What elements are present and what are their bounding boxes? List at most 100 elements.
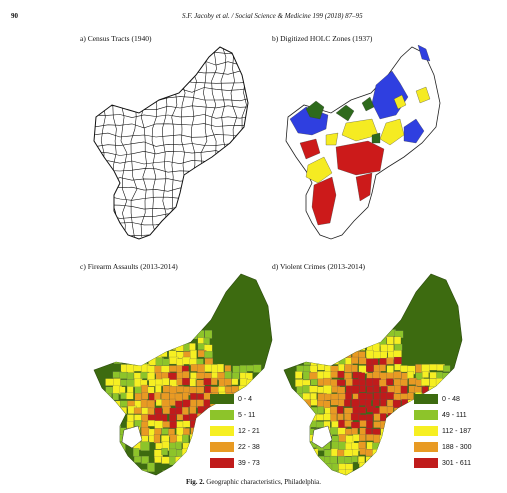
choropleth-cell <box>310 462 318 471</box>
choropleth-cell <box>379 364 386 372</box>
choropleth-cell <box>301 399 312 408</box>
choropleth-cell <box>345 336 353 346</box>
choropleth-cell <box>119 371 128 379</box>
choropleth-cell <box>343 449 354 457</box>
choropleth-cell <box>113 463 120 472</box>
choropleth-cell <box>366 364 374 372</box>
choropleth-cell <box>338 441 347 451</box>
choropleth-cell <box>330 399 339 406</box>
choropleth-cell <box>197 413 204 423</box>
choropleth-cell <box>253 378 261 385</box>
choropleth-cell <box>125 336 134 346</box>
choropleth-cell <box>196 379 205 387</box>
choropleth-cell <box>175 441 182 450</box>
choropleth-cell <box>148 336 158 345</box>
choropleth-cell <box>330 330 340 340</box>
park-area <box>121 425 143 449</box>
panel-d-title: d) Violent Crimes (2013-2014) <box>272 262 365 271</box>
choropleth-cell <box>315 421 325 428</box>
choropleth-cell <box>443 379 453 389</box>
choropleth-cell <box>183 428 190 436</box>
choropleth-cell <box>182 371 190 380</box>
choropleth-cell <box>112 329 121 337</box>
choropleth-cell <box>296 399 304 407</box>
choropleth-cell <box>351 421 361 429</box>
choropleth-cell <box>415 364 422 373</box>
choropleth-cell <box>309 448 319 457</box>
choropleth-cell <box>351 343 361 352</box>
choropleth-cell <box>358 441 366 449</box>
choropleth-cell <box>400 406 409 416</box>
choropleth-cell <box>168 372 177 381</box>
choropleth-cell <box>359 469 369 475</box>
choropleth-cell <box>366 393 373 401</box>
choropleth-cell <box>443 365 451 372</box>
legend-label: 22 - 38 <box>238 443 260 451</box>
choropleth-cell <box>161 456 171 464</box>
choropleth-cell <box>106 400 115 408</box>
holc-zones-map <box>285 45 441 240</box>
choropleth-cell <box>154 337 163 346</box>
choropleth-cell <box>105 449 113 456</box>
choropleth-cell <box>303 343 311 350</box>
choropleth-cell <box>119 400 129 407</box>
choropleth-cell <box>435 378 443 386</box>
choropleth-cell <box>126 372 135 381</box>
choropleth-cell <box>133 343 143 352</box>
panel-b-title: b) Digitized HOLC Zones (1937) <box>272 34 373 43</box>
choropleth-cell <box>324 463 333 473</box>
choropleth-cell <box>197 427 206 436</box>
choropleth-cell <box>210 377 218 386</box>
choropleth-cell <box>148 350 157 359</box>
legend-item: 112 - 187 <box>414 425 471 437</box>
choropleth-cell <box>345 391 352 400</box>
choropleth-cell <box>190 393 197 401</box>
holc-zone <box>311 176 337 226</box>
choropleth-cell <box>456 378 462 386</box>
choropleth-cell <box>323 337 334 346</box>
choropleth-cell <box>401 449 409 458</box>
choropleth-cell <box>450 378 458 388</box>
choropleth-cell <box>386 378 394 386</box>
choropleth-cell <box>169 407 177 416</box>
choropleth-cell <box>303 407 312 414</box>
choropleth-cell <box>181 406 189 416</box>
choropleth-cell <box>161 448 168 456</box>
choropleth-cell <box>174 393 183 402</box>
holc-zone <box>361 96 375 112</box>
choropleth-cell <box>175 400 183 408</box>
choropleth-cell <box>119 336 128 345</box>
choropleth-cell <box>106 335 116 343</box>
holc-zone <box>335 140 385 176</box>
choropleth-cell <box>352 329 360 338</box>
legend-item: 5 - 11 <box>210 409 255 421</box>
choropleth-cell <box>330 448 339 457</box>
choropleth-cell <box>358 414 368 422</box>
choropleth-cell <box>175 456 183 466</box>
choropleth-cell <box>162 406 171 415</box>
choropleth-cell <box>176 386 185 393</box>
choropleth-cell <box>140 351 149 359</box>
choropleth-cell <box>401 462 409 470</box>
choropleth-cell <box>323 371 333 379</box>
choropleth-cell <box>350 413 360 421</box>
choropleth-cell <box>330 427 339 435</box>
choropleth-cell <box>393 350 402 358</box>
choropleth-cell <box>324 449 332 457</box>
holc-zone <box>355 172 373 202</box>
choropleth-cell <box>386 392 395 400</box>
choropleth-cell <box>345 463 354 471</box>
choropleth-cell <box>140 441 150 451</box>
legend-label: 301 - 611 <box>442 459 472 467</box>
choropleth-cell <box>365 456 373 465</box>
choropleth-cell <box>296 336 303 344</box>
legend-label: 49 - 111 <box>442 411 467 419</box>
choropleth-cell <box>189 413 198 421</box>
figure-label: Fig. 2. <box>186 478 205 486</box>
choropleth-cell <box>141 427 150 437</box>
legend-swatch <box>210 442 234 452</box>
choropleth-cell <box>317 364 325 371</box>
choropleth-cell <box>344 413 353 421</box>
choropleth-cell <box>394 441 401 448</box>
choropleth-cell <box>202 413 210 422</box>
